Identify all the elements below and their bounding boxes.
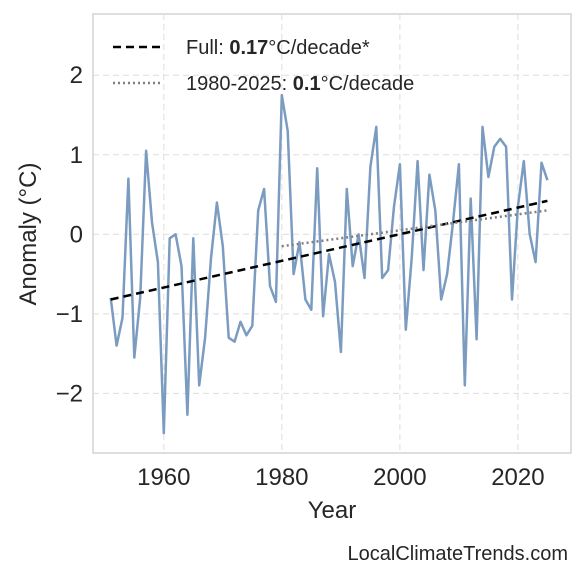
y-tick-label: 1 bbox=[70, 142, 83, 169]
x-tick-label: 2020 bbox=[491, 464, 544, 491]
y-axis-label: Anomaly (°C) bbox=[15, 163, 42, 306]
x-tick-label: 1960 bbox=[137, 464, 190, 491]
line bbox=[109, 93, 549, 435]
x-axis-label: Year bbox=[308, 497, 357, 524]
y-tick-label: 2 bbox=[70, 62, 83, 89]
x-tick-label: 2000 bbox=[373, 464, 426, 491]
y-tick-label: −1 bbox=[56, 301, 83, 328]
legend-bold: 0.1 bbox=[293, 73, 321, 95]
x-tick-label: 1980 bbox=[255, 464, 308, 491]
legend-label: Full: 0.17°C/decade* bbox=[186, 37, 370, 59]
y-tick-label: 0 bbox=[70, 221, 83, 248]
y-tick-label: −2 bbox=[56, 380, 83, 407]
plot-frame bbox=[92, 13, 572, 454]
line bbox=[110, 199, 548, 301]
watermark: LocalClimateTrends.com bbox=[348, 543, 568, 565]
legend-bold: 0.17 bbox=[229, 37, 268, 59]
legend-label: 1980-2025: 0.1°C/decade bbox=[186, 73, 414, 95]
